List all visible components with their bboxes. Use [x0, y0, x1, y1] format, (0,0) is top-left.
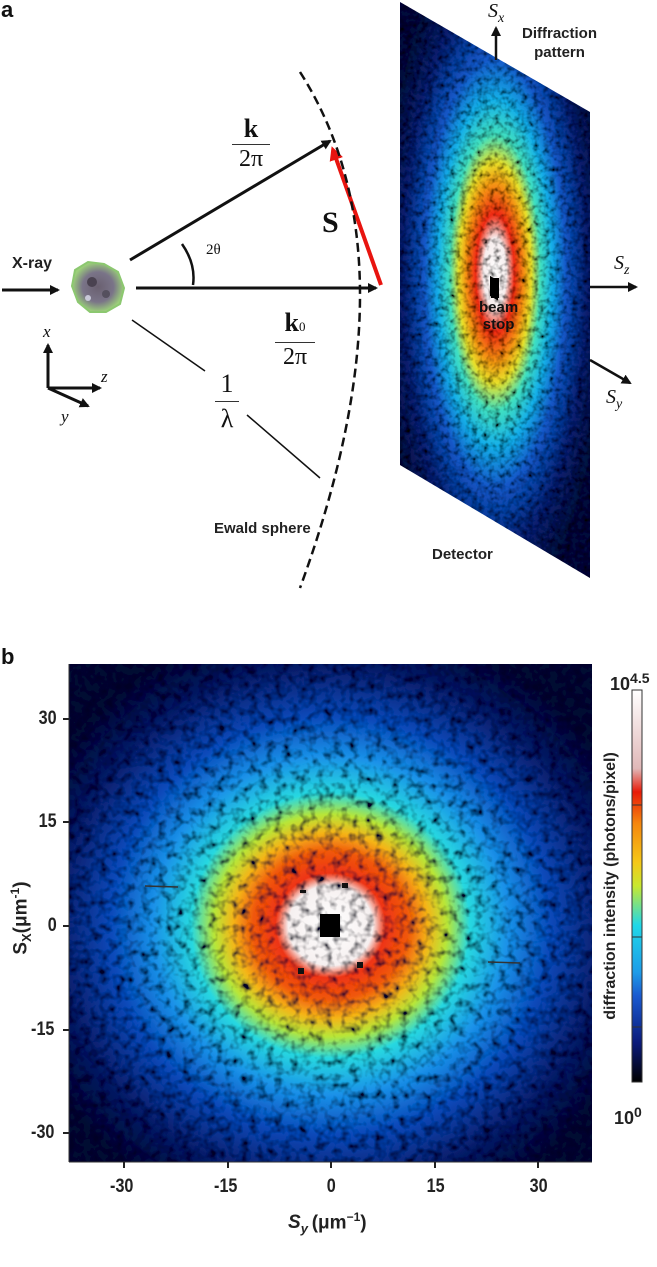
- beam-stop-line1: beam: [479, 299, 519, 316]
- sy-axis-label: Sy: [606, 386, 623, 412]
- y-axis-title: SX(μm-1): [7, 881, 35, 955]
- k-numerator: k: [243, 114, 259, 143]
- xray-label: X-ray: [12, 255, 53, 272]
- k0-numerator: k: [284, 308, 299, 337]
- beam-stop-line2: stop: [482, 316, 515, 333]
- sx-axis-label: Sx: [488, 0, 505, 26]
- y-tick-0: 0: [47, 915, 57, 936]
- radius-line-upper: [131, 319, 206, 372]
- x-tick-0: 0: [326, 1176, 336, 1197]
- angle-label: 2θ: [206, 242, 221, 258]
- scattering-vector-label: S: [322, 206, 339, 239]
- scattering-vector-arrow: [329, 146, 383, 286]
- x-tick-neg15: -15: [214, 1176, 238, 1197]
- k-vector-arrow: [129, 139, 332, 262]
- k0-denominator: 2π: [282, 344, 308, 370]
- x-tick-neg30: -30: [110, 1176, 134, 1197]
- k0-subscript: 0: [298, 319, 306, 334]
- diffraction-pattern-line1: Diffraction: [522, 25, 597, 42]
- ewald-sphere-arc: [298, 71, 362, 589]
- k-denominator: 2π: [238, 146, 264, 172]
- axis-z-label: z: [101, 367, 108, 386]
- panel-a-label: a: [1, 0, 14, 22]
- diffraction-pattern-label: Diffraction pattern: [522, 24, 597, 62]
- radius-fraction: 1 λ: [215, 370, 239, 433]
- beam-stop-marker: [491, 278, 499, 298]
- radius-denominator: λ: [220, 404, 234, 433]
- colorbar-title: diffraction intensity (photons/pixel): [602, 752, 619, 1020]
- colorbar-max-label: 104.5: [610, 670, 650, 694]
- diffraction-pattern-line2: pattern: [534, 44, 585, 61]
- y-tick-neg15: -15: [31, 1019, 55, 1040]
- radius-line-lower: [246, 414, 321, 479]
- angle-arc: [180, 243, 195, 286]
- k0-fraction: k0 2π: [275, 310, 315, 369]
- y-tick-15: 15: [38, 811, 57, 832]
- panel-a-diagram: [2, 2, 638, 589]
- x-tick-30: 30: [529, 1176, 548, 1197]
- colorbar-min-label: 100: [614, 1104, 642, 1128]
- beam-stop-label: beam stop: [479, 299, 518, 333]
- crystal-sample-icon: [70, 260, 126, 313]
- y-tick-neg30: -30: [31, 1122, 55, 1143]
- k-fraction: k 2π: [232, 116, 270, 171]
- y-tick-30: 30: [38, 708, 57, 729]
- axis-y-label: y: [61, 407, 69, 426]
- coordinate-axes-icon: [43, 343, 102, 408]
- sz-axis-label: Sz: [614, 252, 630, 278]
- sy-axis-arrow: [589, 358, 632, 385]
- axis-x-label: x: [43, 322, 51, 341]
- x-tick-15: 15: [426, 1176, 445, 1197]
- panel-b-label: b: [1, 644, 15, 669]
- radius-numerator: 1: [220, 369, 234, 398]
- detector-label: Detector: [432, 546, 493, 563]
- ewald-sphere-label: Ewald sphere: [214, 520, 311, 537]
- x-axis-title: Sy (μm−1): [288, 1210, 367, 1237]
